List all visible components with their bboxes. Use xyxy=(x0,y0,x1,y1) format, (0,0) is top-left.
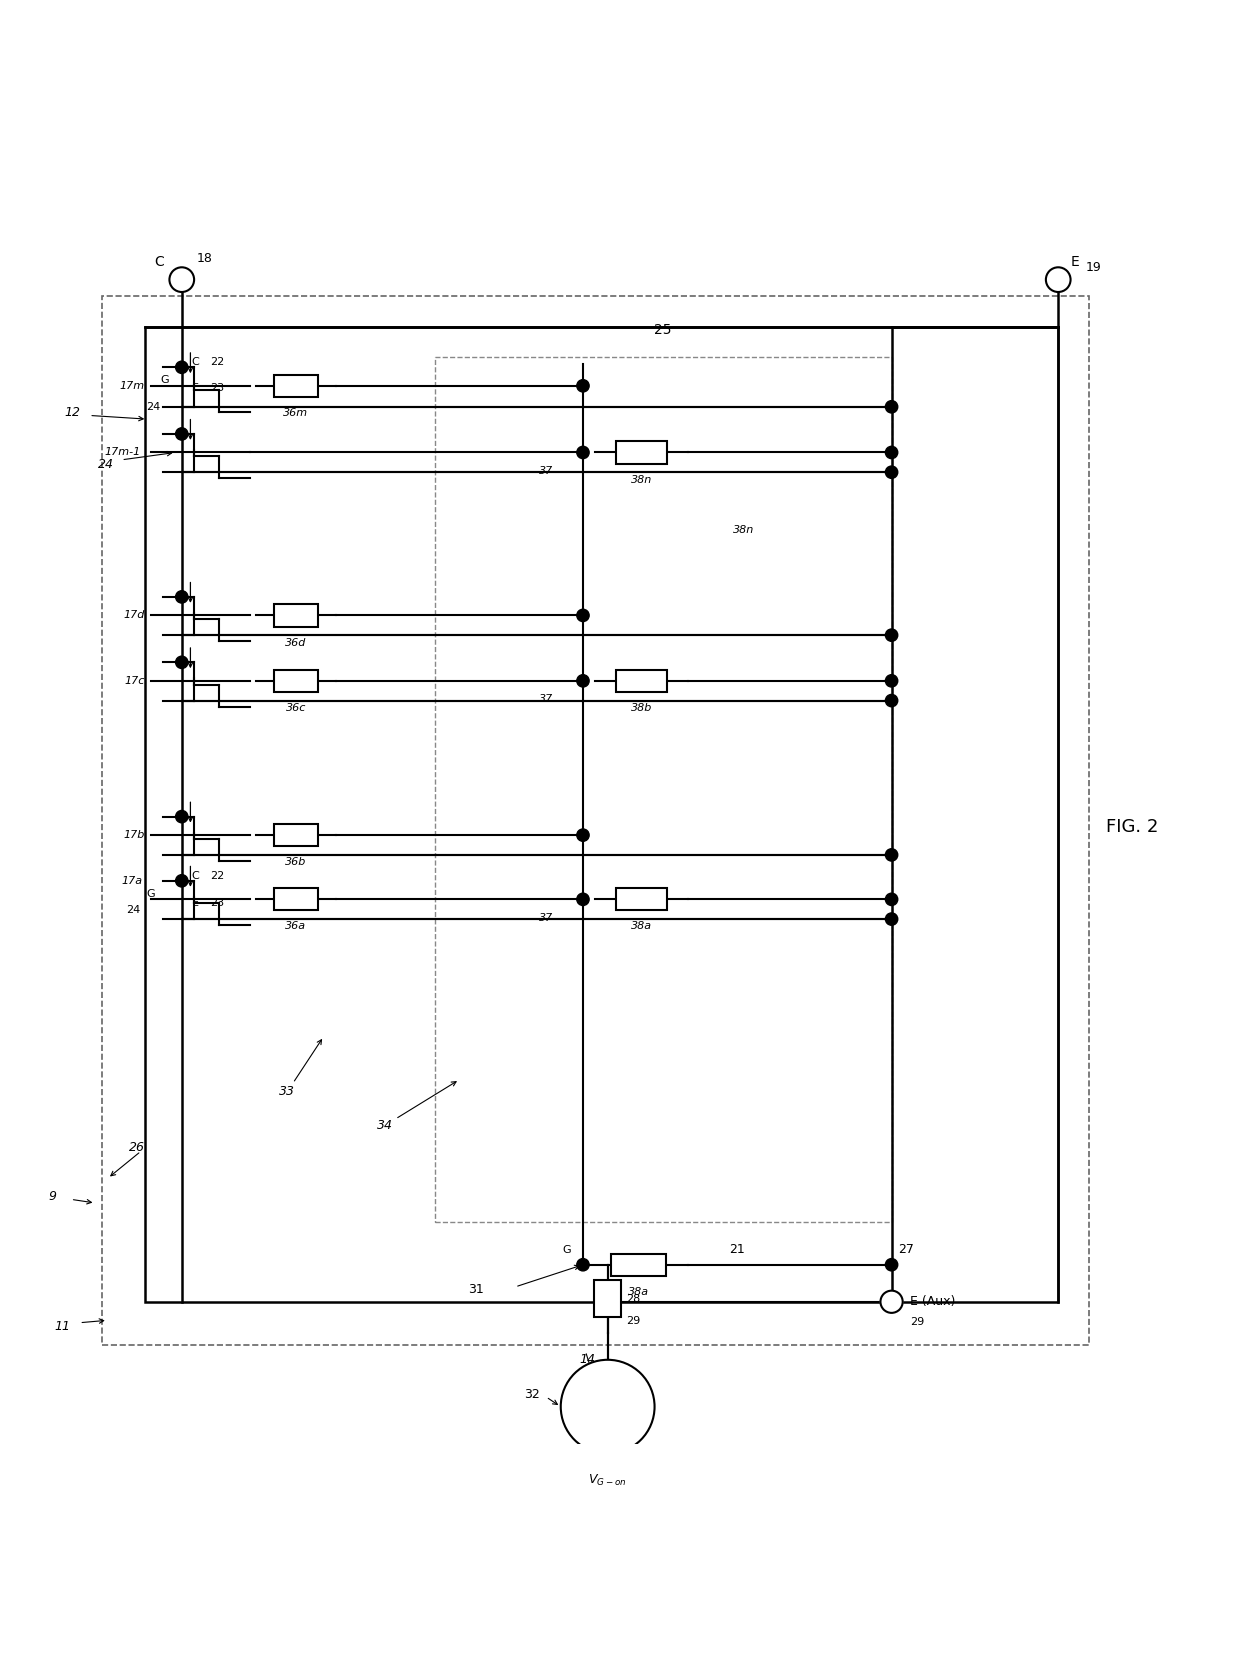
Circle shape xyxy=(577,446,589,458)
Bar xyxy=(616,669,667,693)
Text: 22: 22 xyxy=(210,871,224,881)
Text: 33: 33 xyxy=(279,1086,295,1098)
Text: 38n: 38n xyxy=(631,474,652,484)
Text: 24: 24 xyxy=(146,402,160,412)
Text: 36m: 36m xyxy=(284,408,309,418)
Text: 37: 37 xyxy=(539,466,553,476)
Text: E: E xyxy=(192,898,198,907)
Text: C: C xyxy=(192,357,200,367)
Text: 24: 24 xyxy=(98,458,114,471)
Text: 18: 18 xyxy=(197,253,212,264)
Text: E: E xyxy=(192,383,198,393)
Text: 22: 22 xyxy=(210,357,224,367)
Text: 31: 31 xyxy=(469,1283,484,1296)
Circle shape xyxy=(577,380,589,392)
Text: 38n: 38n xyxy=(733,526,754,536)
Text: 36b: 36b xyxy=(285,858,306,868)
Text: G: G xyxy=(562,1245,570,1255)
Text: 34: 34 xyxy=(377,1119,393,1132)
Bar xyxy=(616,888,667,911)
Text: 17m: 17m xyxy=(119,380,145,390)
Text: 25: 25 xyxy=(655,324,672,337)
Bar xyxy=(274,669,317,693)
Circle shape xyxy=(176,360,188,374)
Circle shape xyxy=(885,912,898,926)
Text: E: E xyxy=(1070,255,1079,269)
Text: 36d: 36d xyxy=(285,638,306,648)
Bar xyxy=(616,441,667,463)
Text: 37: 37 xyxy=(539,912,553,922)
Text: 23: 23 xyxy=(210,383,224,393)
Circle shape xyxy=(176,810,188,823)
Text: 37: 37 xyxy=(539,694,553,704)
Text: 17b: 17b xyxy=(123,830,145,840)
Text: E (Aux): E (Aux) xyxy=(910,1296,956,1308)
Bar xyxy=(145,327,1058,1303)
Circle shape xyxy=(880,1291,903,1312)
Bar xyxy=(274,375,317,397)
Circle shape xyxy=(885,893,898,906)
Text: 17m-1: 17m-1 xyxy=(105,448,141,458)
Circle shape xyxy=(885,400,898,413)
Text: 21: 21 xyxy=(729,1243,745,1256)
Circle shape xyxy=(176,656,188,668)
Bar xyxy=(274,605,317,626)
Circle shape xyxy=(577,674,589,688)
Circle shape xyxy=(577,893,589,906)
Text: 17a: 17a xyxy=(122,876,143,886)
Bar xyxy=(594,1279,621,1317)
Circle shape xyxy=(885,1258,898,1271)
Text: 14: 14 xyxy=(579,1354,595,1367)
Text: 23: 23 xyxy=(210,898,224,907)
Circle shape xyxy=(176,874,188,888)
Text: 28: 28 xyxy=(626,1294,640,1304)
Bar xyxy=(611,1253,666,1276)
Text: 9: 9 xyxy=(48,1190,56,1203)
Text: FIG. 2: FIG. 2 xyxy=(1106,818,1158,835)
Circle shape xyxy=(176,428,188,440)
Text: 38a: 38a xyxy=(631,921,652,932)
Text: C: C xyxy=(192,871,200,881)
Circle shape xyxy=(1045,268,1070,293)
Circle shape xyxy=(885,674,898,688)
Circle shape xyxy=(560,1360,655,1453)
Text: 11: 11 xyxy=(55,1321,71,1332)
Text: G: G xyxy=(161,375,170,385)
Bar xyxy=(102,296,1089,1346)
Text: 38a: 38a xyxy=(627,1288,649,1298)
Text: 32: 32 xyxy=(525,1389,539,1400)
Circle shape xyxy=(577,828,589,841)
Text: 19: 19 xyxy=(1085,261,1101,274)
Circle shape xyxy=(176,590,188,603)
Text: $V_{G-on}$: $V_{G-on}$ xyxy=(589,1473,627,1488)
Text: G: G xyxy=(146,889,155,899)
Text: 36c: 36c xyxy=(285,703,306,712)
Bar xyxy=(274,888,317,911)
Circle shape xyxy=(577,610,589,622)
Bar xyxy=(274,825,317,846)
Circle shape xyxy=(885,630,898,641)
Circle shape xyxy=(885,1296,898,1308)
Text: 26: 26 xyxy=(129,1141,145,1154)
Circle shape xyxy=(885,466,898,478)
Circle shape xyxy=(577,1258,589,1271)
Text: 12: 12 xyxy=(64,407,81,420)
Circle shape xyxy=(885,446,898,458)
Text: 17c: 17c xyxy=(124,676,145,686)
Circle shape xyxy=(170,268,195,293)
Text: 38b: 38b xyxy=(631,703,652,712)
Text: 27: 27 xyxy=(898,1243,914,1256)
Circle shape xyxy=(885,694,898,707)
Text: 29: 29 xyxy=(910,1316,924,1326)
Circle shape xyxy=(885,848,898,861)
Text: 24: 24 xyxy=(126,906,140,916)
Text: 17d: 17d xyxy=(123,610,145,620)
Text: C: C xyxy=(155,255,165,269)
Text: 29: 29 xyxy=(626,1316,640,1326)
Text: 36a: 36a xyxy=(285,921,306,932)
Bar xyxy=(435,357,892,1222)
